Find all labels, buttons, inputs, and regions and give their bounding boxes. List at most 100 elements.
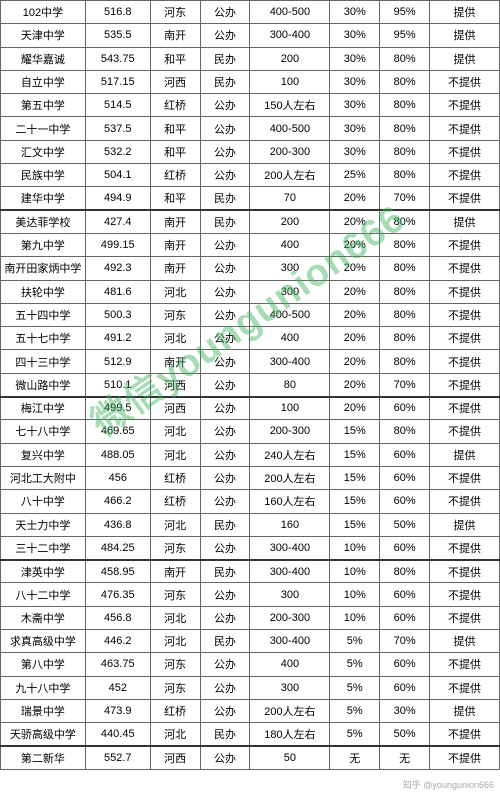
table-cell: 499.5 xyxy=(85,397,150,420)
table-cell: 517.15 xyxy=(85,70,150,93)
table-cell: 80% xyxy=(380,257,430,280)
table-cell: 440.45 xyxy=(85,723,150,746)
table-cell: 300 xyxy=(250,676,330,699)
table-cell: 476.35 xyxy=(85,583,150,606)
table-cell: 红桥 xyxy=(150,164,200,187)
table-cell: 不提供 xyxy=(430,653,500,676)
table-cell: 80% xyxy=(380,280,430,303)
table-cell: 民办 xyxy=(200,723,250,746)
table-cell: 公办 xyxy=(200,420,250,443)
table-cell: 500.3 xyxy=(85,303,150,326)
table-cell: 河西 xyxy=(150,70,200,93)
table-cell: 民族中学 xyxy=(1,164,86,187)
table-cell: 和平 xyxy=(150,140,200,163)
table-cell: 不提供 xyxy=(430,140,500,163)
table-cell: 公办 xyxy=(200,280,250,303)
table-cell: 80% xyxy=(380,233,430,256)
table-cell: 公办 xyxy=(200,350,250,373)
table-cell: 15% xyxy=(330,513,380,536)
table-cell: 30% xyxy=(330,117,380,140)
table-cell: 180人左右 xyxy=(250,723,330,746)
table-cell: 不提供 xyxy=(430,70,500,93)
table-cell: 80% xyxy=(380,70,430,93)
table-cell: 5% xyxy=(330,653,380,676)
table-cell: 60% xyxy=(380,466,430,489)
table-cell: 和平 xyxy=(150,187,200,210)
table-cell: 80% xyxy=(380,47,430,70)
table-cell: 20% xyxy=(330,280,380,303)
table-cell: 河西 xyxy=(150,373,200,396)
table-cell: 427.4 xyxy=(85,210,150,233)
table-cell: 公办 xyxy=(200,746,250,769)
table-cell: 无 xyxy=(380,746,430,769)
table-cell: 求真高级中学 xyxy=(1,630,86,653)
table-cell: 不提供 xyxy=(430,606,500,629)
table-cell: 扶轮中学 xyxy=(1,280,86,303)
table-cell: 不提供 xyxy=(430,723,500,746)
table-cell: 公办 xyxy=(200,1,250,24)
table-cell: 150人左右 xyxy=(250,94,330,117)
table-cell: 60% xyxy=(380,490,430,513)
table-cell: 公办 xyxy=(200,327,250,350)
table-row: 八十二中学476.35河东公办30010%60%不提供 xyxy=(1,583,500,606)
table-cell: 和平 xyxy=(150,117,200,140)
table-cell: 400 xyxy=(250,233,330,256)
table-cell: 15% xyxy=(330,490,380,513)
table-cell: 20% xyxy=(330,350,380,373)
table-cell: 10% xyxy=(330,583,380,606)
table-cell: 70% xyxy=(380,630,430,653)
table-cell: 梅江中学 xyxy=(1,397,86,420)
table-cell: 复兴中学 xyxy=(1,443,86,466)
table-cell: 30% xyxy=(330,47,380,70)
table-cell: 第八中学 xyxy=(1,653,86,676)
table-cell: 5% xyxy=(330,723,380,746)
table-cell: 80% xyxy=(380,420,430,443)
table-cell: 160人左右 xyxy=(250,490,330,513)
table-cell: 红桥 xyxy=(150,490,200,513)
table-cell: 102中学 xyxy=(1,1,86,24)
table-cell: 河东 xyxy=(150,676,200,699)
table-cell: 公办 xyxy=(200,606,250,629)
table-cell: 五十七中学 xyxy=(1,327,86,350)
table-row: 津英中学458.95南开民办300-40010%80%不提供 xyxy=(1,560,500,583)
table-cell: 60% xyxy=(380,536,430,559)
table-cell: 公办 xyxy=(200,140,250,163)
table-cell: 河北工大附中 xyxy=(1,466,86,489)
table-cell: 不提供 xyxy=(430,466,500,489)
table-cell: 民办 xyxy=(200,630,250,653)
table-cell: 300-400 xyxy=(250,350,330,373)
table-cell: 瑞景中学 xyxy=(1,699,86,722)
table-cell: 不提供 xyxy=(430,94,500,117)
table-cell: 公办 xyxy=(200,583,250,606)
table-cell: 民办 xyxy=(200,210,250,233)
table-cell: 20% xyxy=(330,397,380,420)
table-cell: 15% xyxy=(330,466,380,489)
table-cell: 河北 xyxy=(150,420,200,443)
table-cell: 20% xyxy=(330,210,380,233)
table-cell: 南开 xyxy=(150,350,200,373)
table-cell: 60% xyxy=(380,653,430,676)
table-cell: 10% xyxy=(330,606,380,629)
table-cell: 20% xyxy=(330,233,380,256)
table-cell: 60% xyxy=(380,606,430,629)
table-cell: 95% xyxy=(380,1,430,24)
table-cell: 466.2 xyxy=(85,490,150,513)
table-cell: 516.8 xyxy=(85,1,150,24)
table-cell: 400-500 xyxy=(250,303,330,326)
table-cell: 河东 xyxy=(150,303,200,326)
table-cell: 河西 xyxy=(150,746,200,769)
table-row: 建华中学494.9和平民办7020%70%不提供 xyxy=(1,187,500,210)
table-cell: 自立中学 xyxy=(1,70,86,93)
table-cell: 公办 xyxy=(200,490,250,513)
table-cell: 公办 xyxy=(200,536,250,559)
table-cell: 汇文中学 xyxy=(1,140,86,163)
table-row: 南开田家炳中学492.3南开公办30020%80%不提供 xyxy=(1,257,500,280)
table-cell: 民办 xyxy=(200,560,250,583)
table-row: 五十四中学500.3河东公办400-50020%80%不提供 xyxy=(1,303,500,326)
table-cell: 200 xyxy=(250,210,330,233)
table-cell: 提供 xyxy=(430,513,500,536)
table-cell: 200-300 xyxy=(250,140,330,163)
table-cell: 300 xyxy=(250,257,330,280)
table-cell: 469.65 xyxy=(85,420,150,443)
table-row: 求真高级中学446.2河北民办300-4005%70%提供 xyxy=(1,630,500,653)
